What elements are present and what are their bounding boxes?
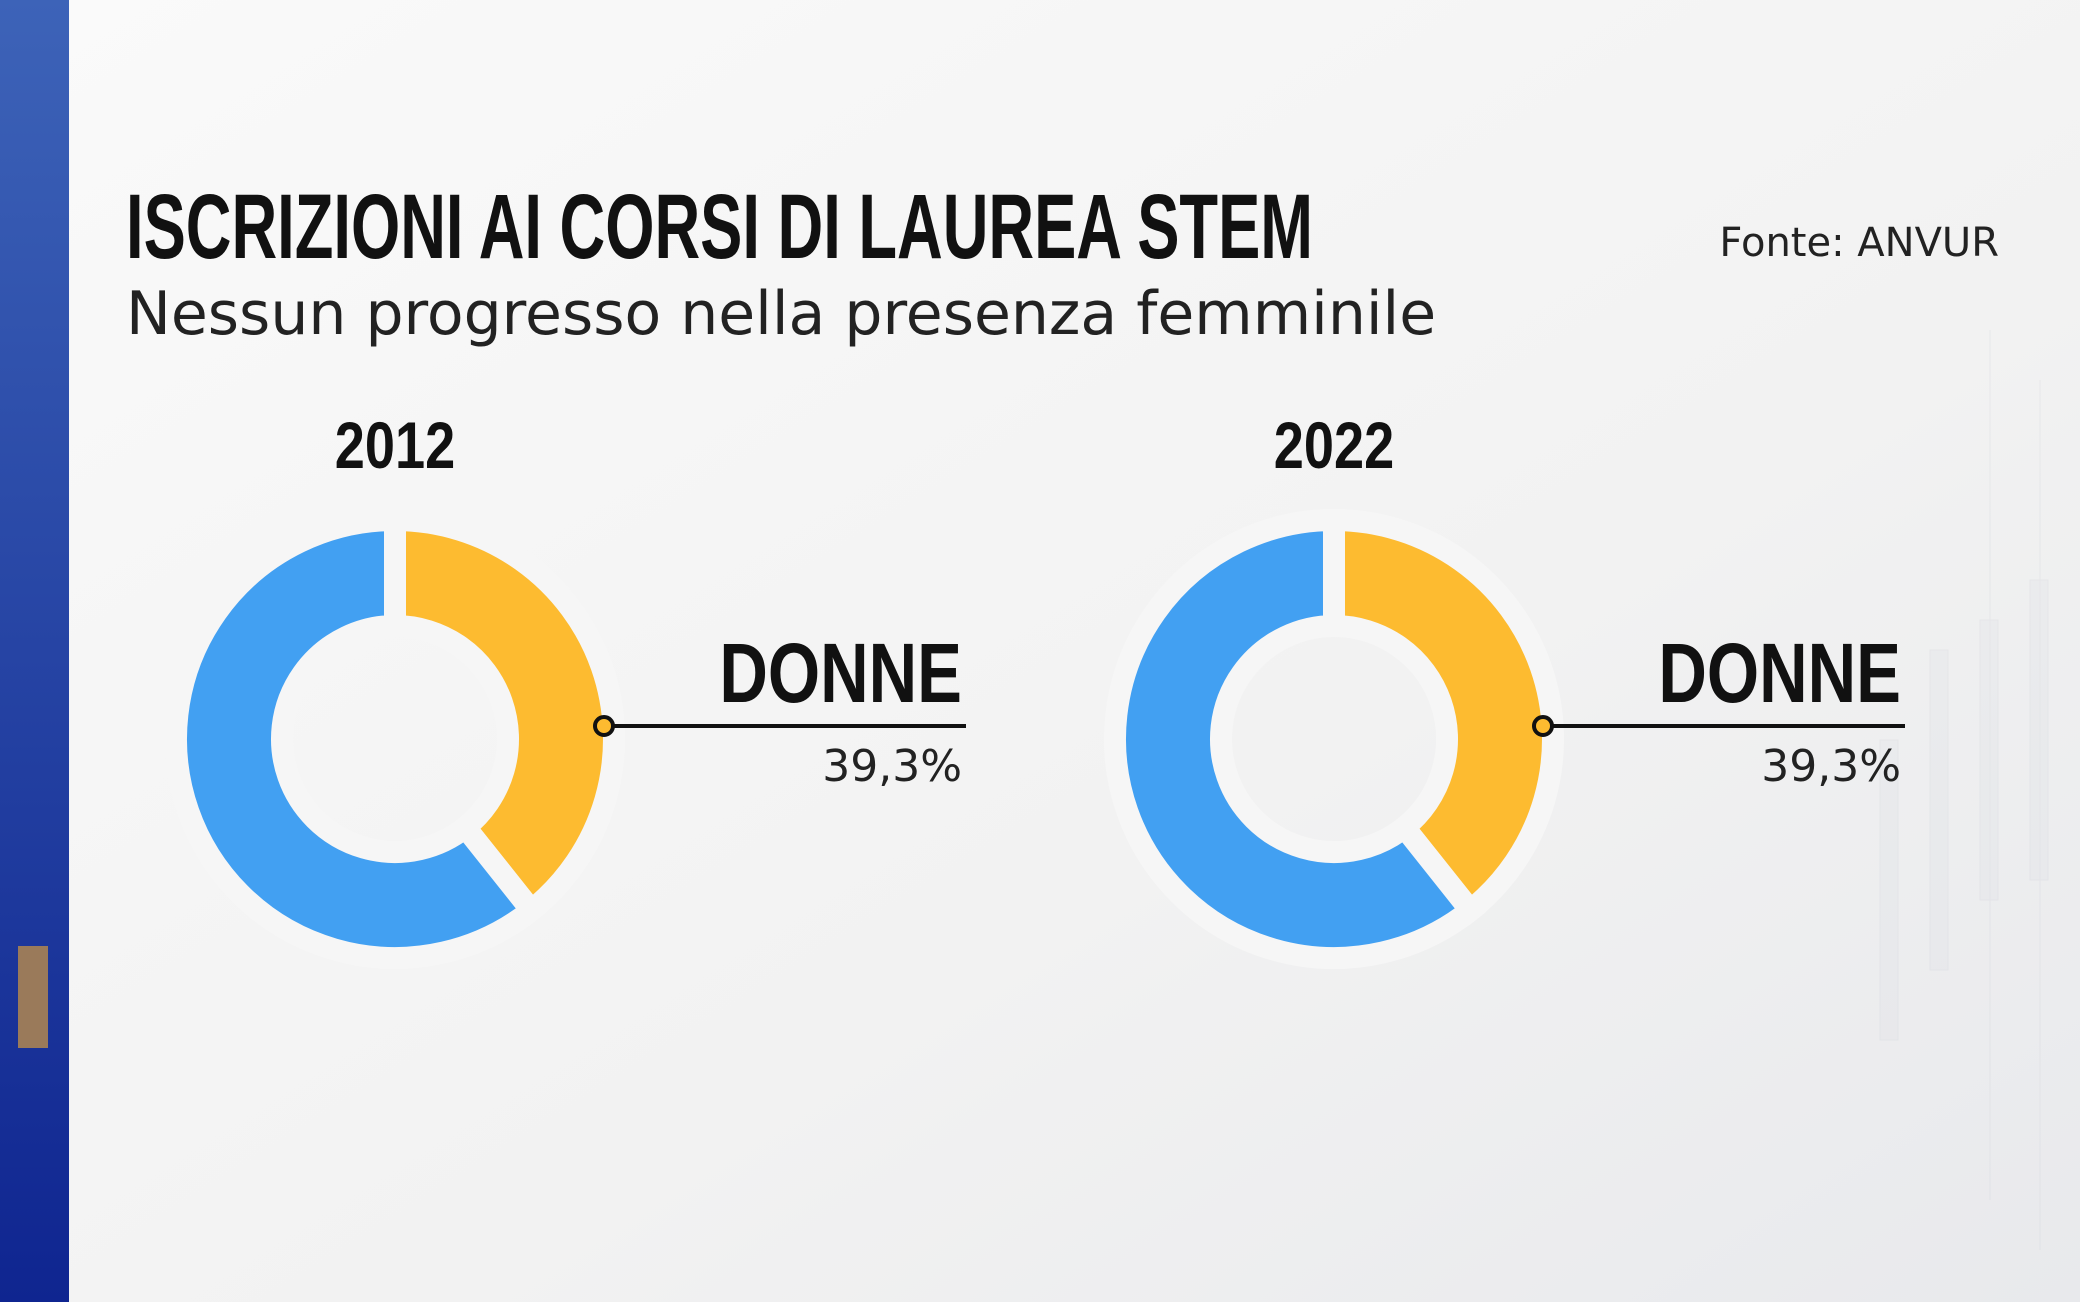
- value-label: 39,3%: [822, 741, 962, 792]
- leader-dot: [1532, 715, 1554, 737]
- leader-dot: [593, 715, 615, 737]
- side-decoration: [18, 946, 48, 1048]
- chart-title: 2012: [335, 408, 455, 482]
- chart-title: 2022: [1274, 408, 1394, 482]
- donut-segment: [1323, 508, 1564, 926]
- value-label: 39,3%: [1761, 741, 1901, 792]
- background-decoration: [1879, 330, 2049, 1250]
- page-subtitle: Nessun progresso nella presenza femminil…: [126, 279, 1436, 349]
- category-label: DONNE: [719, 627, 962, 721]
- donut-segment: [1104, 508, 1486, 969]
- side-band: [0, 0, 69, 1302]
- page-title: ISCRIZIONI AI CORSI DI LAUREA STEM: [126, 176, 1313, 278]
- category-label: DONNE: [1658, 627, 1901, 721]
- source-note: Fonte: ANVUR: [1719, 220, 1999, 266]
- donut-segment: [165, 508, 547, 969]
- donut-segment: [384, 508, 625, 926]
